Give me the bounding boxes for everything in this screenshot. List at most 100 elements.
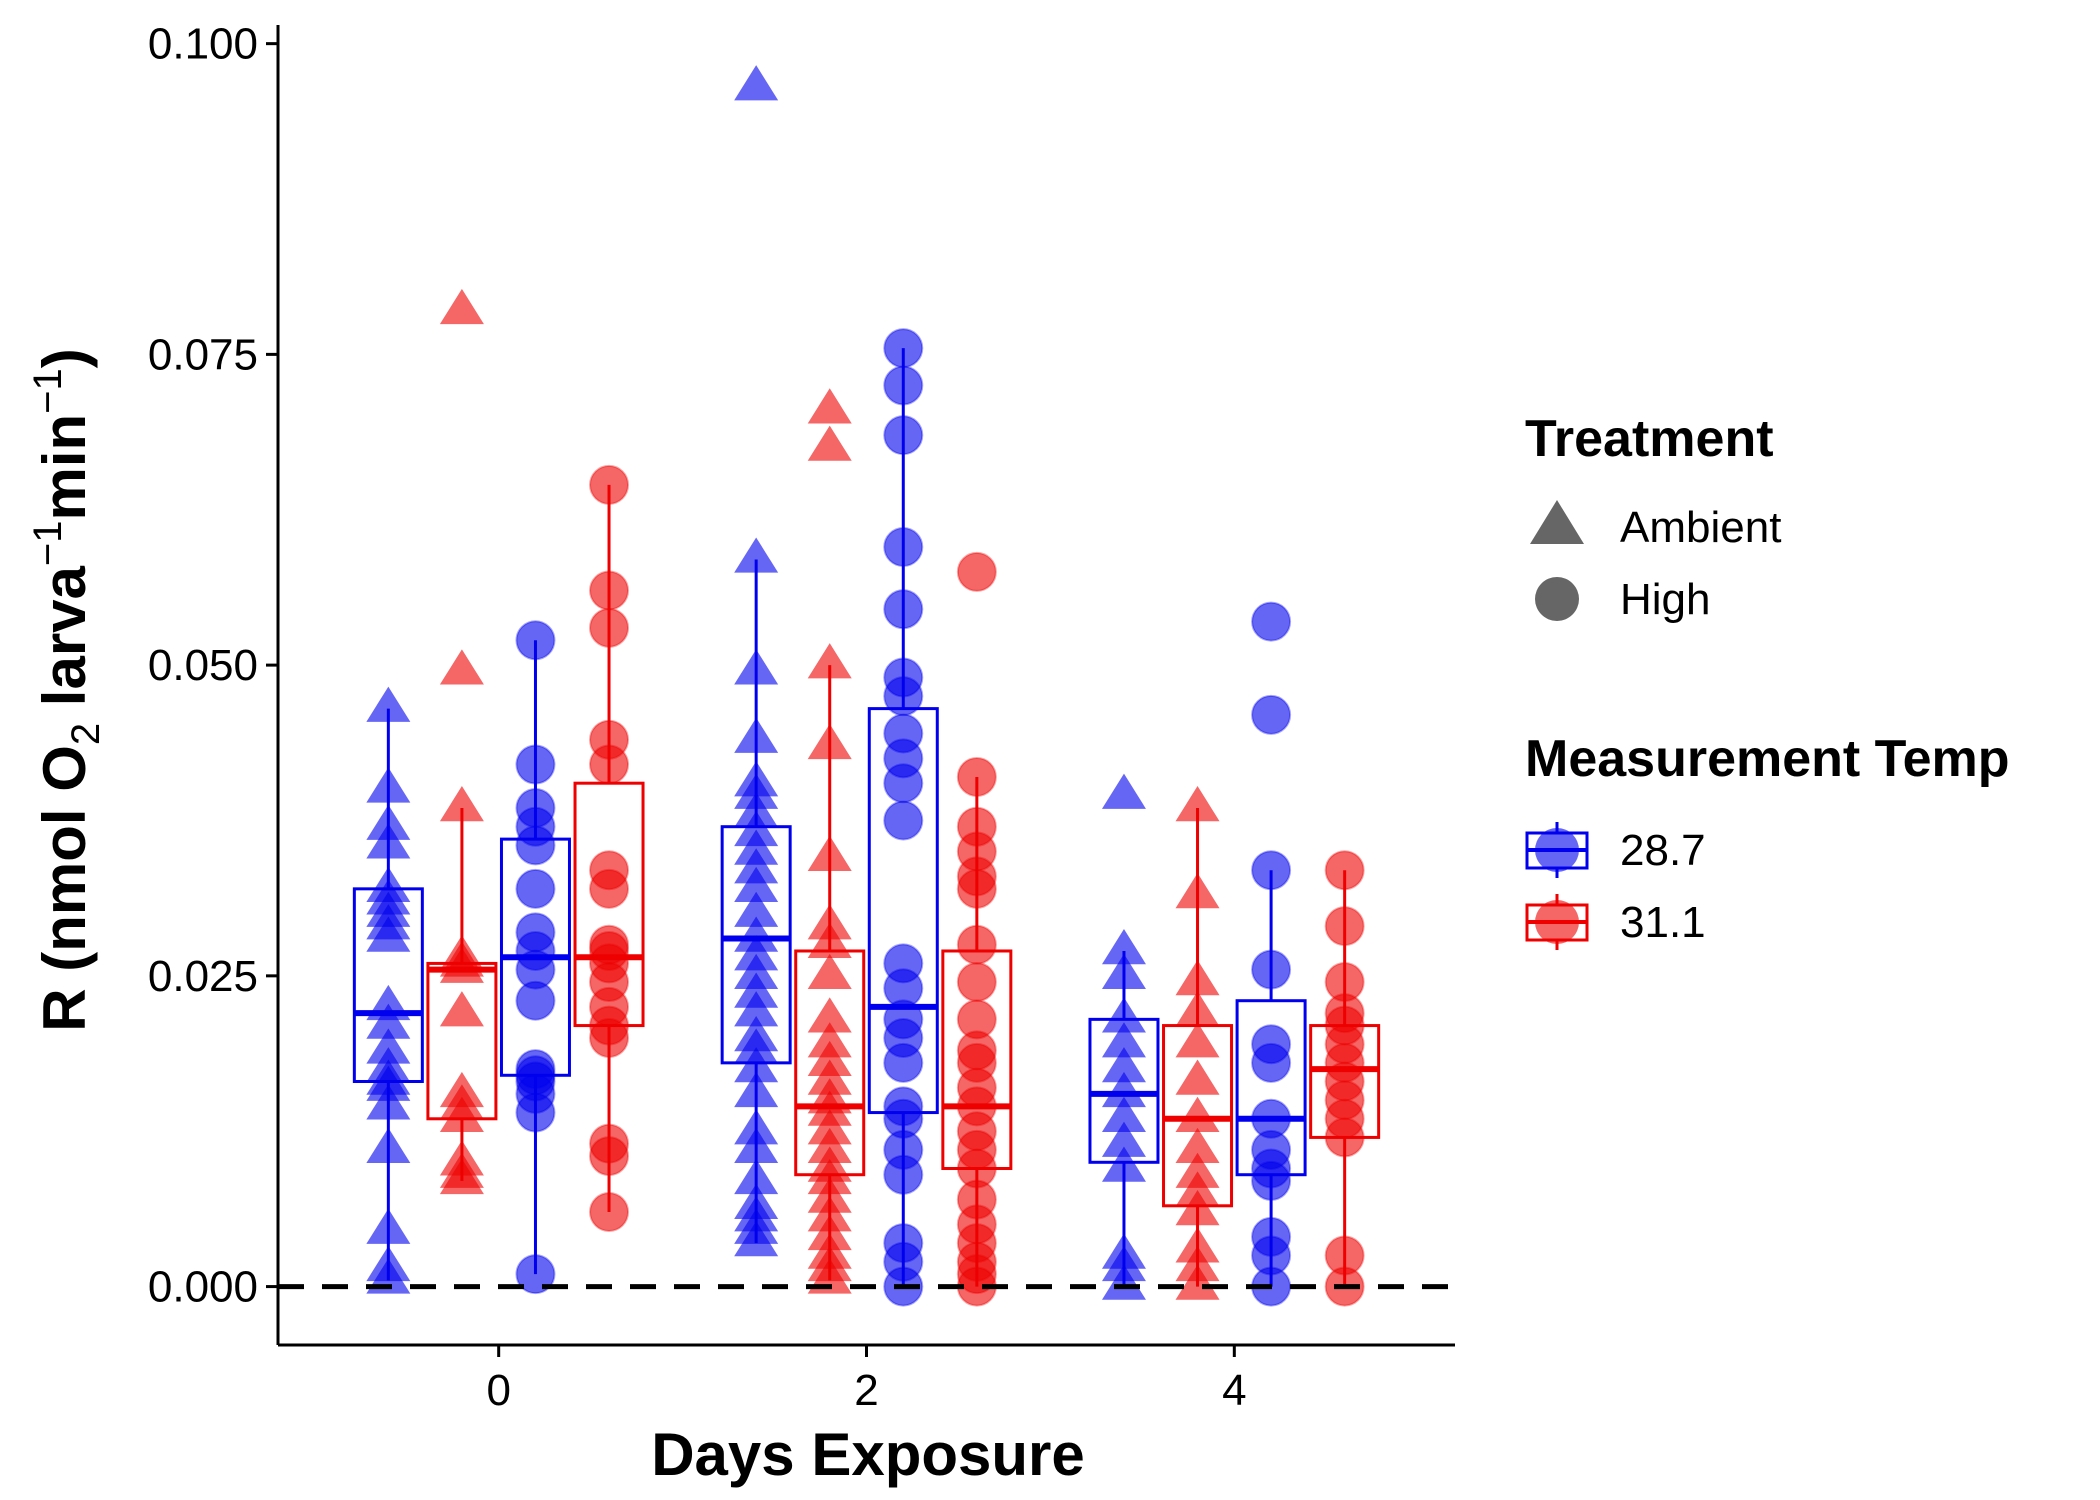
data-point-circle [883, 589, 924, 630]
data-point-triangle [734, 866, 779, 903]
x-tick-label: 2 [854, 1366, 878, 1415]
data-point-triangle [807, 1109, 852, 1145]
data-point-triangle [1175, 1127, 1220, 1164]
data-point-triangle [807, 1059, 852, 1095]
data-point-circle [589, 464, 630, 505]
data-point-triangle [734, 935, 779, 971]
data-point-triangle [734, 848, 779, 884]
data-point-triangle [366, 823, 411, 859]
legend-high-label: High [1620, 575, 1711, 624]
point-group [1101, 773, 1146, 1300]
data-point-circle [1324, 906, 1365, 947]
data-point-triangle [366, 1208, 411, 1244]
data-point-triangle [366, 1127, 411, 1164]
data-point-triangle [366, 916, 411, 952]
legend-key-28-7 [1525, 822, 1589, 878]
data-point-triangle [734, 991, 779, 1027]
data-point-triangle [1175, 1227, 1220, 1263]
data-point-circle [883, 1042, 924, 1083]
data-point-triangle [1175, 786, 1220, 822]
data-point-triangle [807, 1196, 852, 1232]
data-point-triangle [807, 997, 852, 1033]
x-axis-title: Days Exposure [651, 1421, 1085, 1488]
y-axis-title-min-sup: −1 [26, 368, 70, 414]
data-point-triangle [807, 643, 852, 679]
data-point-triangle [366, 767, 411, 803]
data-point-triangle [734, 1047, 779, 1083]
data-point-circle [589, 1192, 630, 1233]
data-point-triangle [734, 537, 779, 573]
legend-31-1-label: 31.1 [1620, 898, 1706, 947]
legend-ambient-label: Ambient [1620, 503, 1781, 552]
point-group [956, 551, 997, 1307]
data-point-triangle [734, 891, 779, 927]
data-point-triangle [366, 1003, 411, 1039]
legend-triangle-symbol [1530, 500, 1584, 544]
plot-area [278, 65, 1455, 1307]
point-group [1175, 786, 1220, 1300]
data-point-circle [515, 1254, 556, 1295]
data-point-triangle [1175, 960, 1220, 996]
data-point-triangle [1175, 1190, 1220, 1226]
data-point-triangle [807, 1040, 852, 1077]
data-point-triangle [807, 1158, 852, 1195]
point-group [589, 464, 630, 1233]
data-point-triangle [1175, 1171, 1220, 1207]
data-point-circle [883, 1154, 924, 1195]
y-axis-title: R (nmol O2 larva−1min−1) [26, 348, 108, 1032]
y-axis-title-suffix: ) [31, 348, 98, 368]
data-point-triangle [734, 1127, 779, 1164]
data-point-triangle [1175, 991, 1220, 1027]
data-point-circle [883, 365, 924, 406]
data-point-triangle [734, 1028, 779, 1064]
data-point-circle [883, 415, 924, 456]
data-point-triangle [734, 717, 779, 753]
y-axis-title-larva-sup: −1 [26, 520, 70, 566]
y-tick-label: 0.050 [148, 641, 258, 690]
data-point-circle [956, 924, 997, 965]
axes: 0 2 4 0.000 0.025 0.050 0.075 0.100 [148, 20, 1455, 1415]
data-point-triangle [1101, 1047, 1146, 1083]
data-point-circle [589, 744, 630, 785]
data-point-circle [515, 744, 556, 785]
data-point-triangle [1101, 1146, 1146, 1182]
data-point-triangle [366, 1028, 411, 1064]
data-point-triangle [734, 773, 779, 809]
data-point-triangle [734, 1158, 779, 1195]
data-point-triangle [1101, 997, 1146, 1033]
data-point-circle [589, 607, 630, 648]
data-point-circle [515, 980, 556, 1021]
data-point-circle [589, 868, 630, 909]
data-point-triangle [734, 65, 779, 101]
data-point-circle [589, 1136, 630, 1177]
data-point-circle [883, 800, 924, 841]
data-point-triangle [807, 904, 852, 940]
y-tick-label: 0.100 [148, 20, 258, 69]
data-point-triangle [807, 953, 852, 990]
y-ticks: 0.000 0.025 0.050 0.075 0.100 [148, 20, 278, 1312]
data-point-triangle [1101, 1264, 1146, 1300]
data-point-triangle [1175, 1096, 1220, 1132]
data-point-triangle [366, 686, 411, 722]
data-point-triangle [366, 1084, 411, 1120]
data-point-triangle [734, 953, 779, 990]
data-point-triangle [734, 1109, 779, 1145]
point-group [807, 388, 852, 1294]
data-point-circle [515, 825, 556, 866]
y-tick-label: 0.000 [148, 1263, 258, 1312]
data-point-circle [515, 868, 556, 909]
data-point-triangle [439, 1096, 484, 1132]
x-tick-label: 4 [1222, 1366, 1246, 1415]
point-group [1251, 601, 1292, 1307]
data-point-triangle [734, 792, 779, 828]
data-point-circle [956, 962, 997, 1003]
data-point-triangle [1101, 1071, 1146, 1108]
data-point-circle [883, 763, 924, 804]
data-point-triangle [439, 1158, 484, 1195]
legend-circle-symbol [1535, 577, 1579, 621]
data-point-circle [883, 676, 924, 717]
y-axis-title-prefix: R (nmol O [31, 745, 98, 1032]
data-point-triangle [1101, 773, 1146, 809]
data-point-triangle [734, 1221, 779, 1257]
